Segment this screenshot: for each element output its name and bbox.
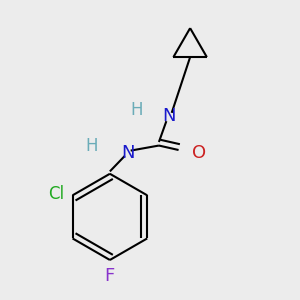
Text: Cl: Cl	[48, 185, 64, 203]
Text: H: H	[86, 136, 98, 154]
Text: F: F	[105, 267, 115, 285]
Text: N: N	[163, 107, 176, 125]
Text: H: H	[130, 101, 143, 119]
Text: N: N	[121, 144, 134, 162]
Text: O: O	[192, 144, 206, 162]
